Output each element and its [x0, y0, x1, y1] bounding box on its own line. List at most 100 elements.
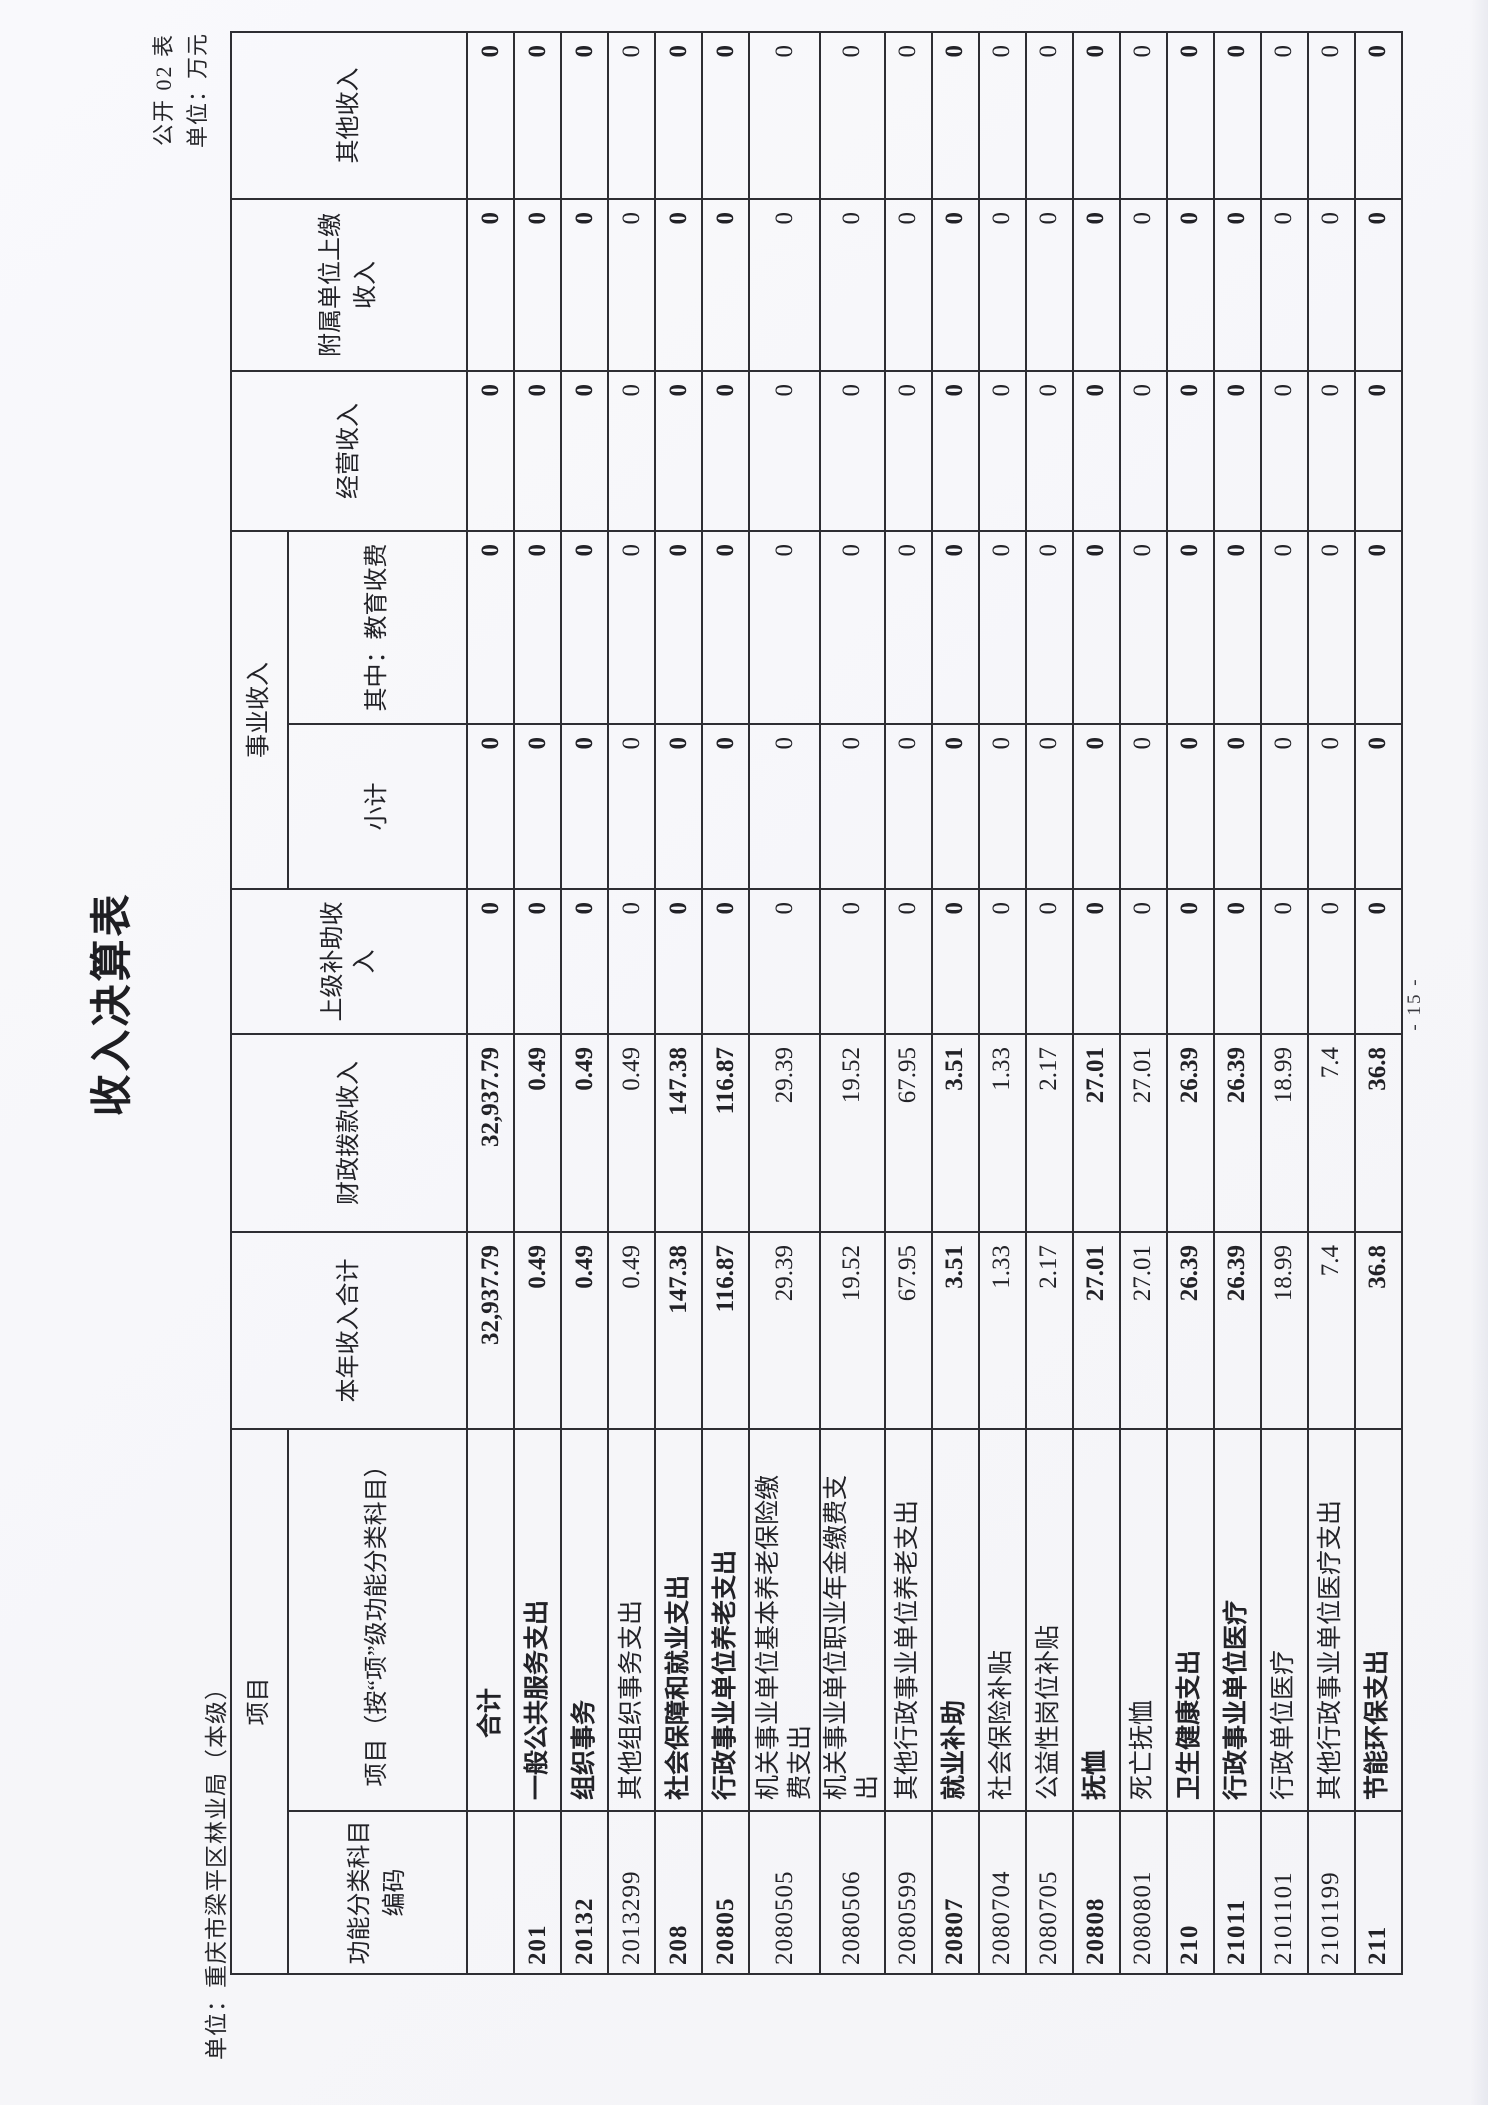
- table-cell: 0: [608, 531, 655, 724]
- table-cell: 0: [749, 724, 820, 889]
- table-cell: 26.39: [1213, 1232, 1261, 1429]
- table-cell: 0: [1072, 32, 1120, 199]
- table-cell: 公益性岗位补贴: [1025, 1429, 1073, 1811]
- table-cell: 0: [1166, 724, 1214, 889]
- table-cell: 0: [702, 32, 749, 199]
- table-cell: 0.49: [514, 1232, 561, 1429]
- table-cell: 0: [978, 32, 1026, 199]
- table-cell: 0: [1213, 371, 1261, 531]
- table-cell: 0: [655, 199, 702, 371]
- table-cell: 0: [1025, 32, 1073, 199]
- table-cell: 0: [820, 889, 885, 1034]
- table-cell: 0: [884, 32, 932, 199]
- table-cell: 0: [561, 371, 608, 531]
- table-cell: 行政事业单位养老支出: [702, 1429, 749, 1811]
- table-row: 20132 组织事务 0.49 0.49 0 0 0 0 0 0: [561, 32, 608, 1974]
- table-cell: 19.52: [820, 1232, 885, 1429]
- table-cell: 0: [561, 724, 608, 889]
- table-cell: 0: [655, 32, 702, 199]
- table-cell: 0: [1166, 371, 1214, 531]
- table-cell: 0: [1166, 889, 1214, 1034]
- table-cell: 0: [1260, 724, 1308, 889]
- organization-label: 单位：重庆市梁平区林业局（本级）: [204, 1676, 229, 2060]
- table-cell: 147.38: [655, 1232, 702, 1429]
- table-cell: 0: [1213, 32, 1261, 199]
- table-cell: 0: [1119, 724, 1167, 889]
- table-cell: 0: [931, 199, 979, 371]
- table-cell: 2013299: [608, 1811, 655, 1974]
- table-cell: 0: [608, 199, 655, 371]
- table-row: 21011 行政事业单位医疗 26.39 26.39 0 0 0 0 0 0: [1213, 32, 1261, 1974]
- table-cell: 0: [820, 371, 885, 531]
- table-row: 2080705 公益性岗位补贴 2.17 2.17 0 0 0 0 0 0: [1025, 32, 1073, 1974]
- table-cell: 0: [1072, 889, 1120, 1034]
- table-cell: 0: [655, 724, 702, 889]
- table-cell: 其他行政事业单位养老支出: [884, 1429, 932, 1811]
- table-cell: 0: [1354, 199, 1402, 371]
- header-business-income: 事业收入: [231, 531, 288, 889]
- table-cell: 0: [931, 531, 979, 724]
- table-cell: 0: [820, 32, 885, 199]
- table-cell: 27.01: [1119, 1034, 1167, 1232]
- table-cell: 0: [1260, 32, 1308, 199]
- table-cell: 0: [884, 889, 932, 1034]
- table-row: 2080506 机关事业单位职业年金缴费支出 19.52 19.52 0 0 0 0 0 0: [820, 32, 885, 1974]
- table-row: 2013299 其他组织事务支出 0.49 0.49 0 0 0 0 0 0: [608, 32, 655, 1974]
- table-cell: 0: [978, 371, 1026, 531]
- table-cell: 26.39: [1166, 1034, 1214, 1232]
- page-title: 收入决算表: [90, 891, 136, 1117]
- table-cell: 其他组织事务支出: [608, 1429, 655, 1811]
- table-cell: 0: [1166, 32, 1214, 199]
- table-cell: 0: [467, 371, 514, 531]
- table-cell: 0: [820, 199, 885, 371]
- table-cell: 0: [1072, 724, 1120, 889]
- table-cell: 116.87: [702, 1232, 749, 1429]
- table-cell: 0: [931, 889, 979, 1034]
- table-row: 2080801 死亡抚恤 27.01 27.01 0 0 0 0 0 0: [1119, 32, 1167, 1974]
- table-cell: 36.8: [1354, 1034, 1402, 1232]
- table-cell: 0: [1260, 371, 1308, 531]
- table-cell: 0: [884, 199, 932, 371]
- table-cell: 0: [608, 32, 655, 199]
- table-cell: 组织事务: [561, 1429, 608, 1811]
- table-cell: 0: [514, 371, 561, 531]
- table-cell: 0: [1072, 531, 1120, 724]
- page-number: - 15 -: [1404, 977, 1425, 1031]
- table-cell: 2.17: [1025, 1232, 1073, 1429]
- table-row: 2080704 社会保险补贴 1.33 1.33 0 0 0 0 0 0: [978, 32, 1026, 1974]
- table-cell: 0: [1213, 724, 1261, 889]
- table-cell: 0.49: [608, 1034, 655, 1232]
- table-cell: 死亡抚恤: [1119, 1429, 1167, 1811]
- table-row: 2080505 机关事业单位基本养老保险缴费支出 29.39 29.39 0 0 0 0 0 0: [749, 32, 820, 1974]
- table-cell: 2080506: [820, 1811, 885, 1974]
- table-cell: 0: [514, 531, 561, 724]
- table-cell: 0: [749, 531, 820, 724]
- table-cell: 0: [655, 531, 702, 724]
- table-cell: 0: [749, 199, 820, 371]
- table-cell: 2080801: [1119, 1811, 1167, 1974]
- table-row: 20808 抚恤 27.01 27.01 0 0 0 0 0 0: [1072, 32, 1120, 1974]
- table-cell: 0: [467, 199, 514, 371]
- table-body: 合计 32,937.79 32,937.79 0 0 0 0 0 0 201 一般公共服务支出 0.4…: [467, 32, 1402, 1974]
- table-cell: 0: [514, 32, 561, 199]
- table-cell: 0: [467, 724, 514, 889]
- table-cell: 0: [514, 889, 561, 1034]
- table-cell: 3.51: [931, 1232, 979, 1429]
- header-annual-total: 本年收入合计: [231, 1232, 467, 1429]
- table-cell: 0: [702, 199, 749, 371]
- table-cell: 0.49: [561, 1232, 608, 1429]
- table-cell: 0: [1307, 724, 1355, 889]
- table-row: 20807 就业补助 3.51 3.51 0 0 0 0 0 0: [931, 32, 979, 1974]
- header-affiliated-line1: 附属单位上缴: [318, 213, 345, 357]
- table-row: 20805 行政事业单位养老支出 116.87 116.87 0 0 0 0 0 0: [702, 32, 749, 1974]
- table-cell: 2080704: [978, 1811, 1026, 1974]
- table-cell: 行政事业单位医疗: [1213, 1429, 1261, 1811]
- table-cell: [467, 1811, 514, 1974]
- table-cell: 0: [1119, 371, 1167, 531]
- table-cell: 0: [1072, 371, 1120, 531]
- table-cell: 一般公共服务支出: [514, 1429, 561, 1811]
- table-cell: 0: [1354, 32, 1402, 199]
- table-cell: 合计: [467, 1429, 514, 1811]
- table-cell: 0: [1025, 371, 1073, 531]
